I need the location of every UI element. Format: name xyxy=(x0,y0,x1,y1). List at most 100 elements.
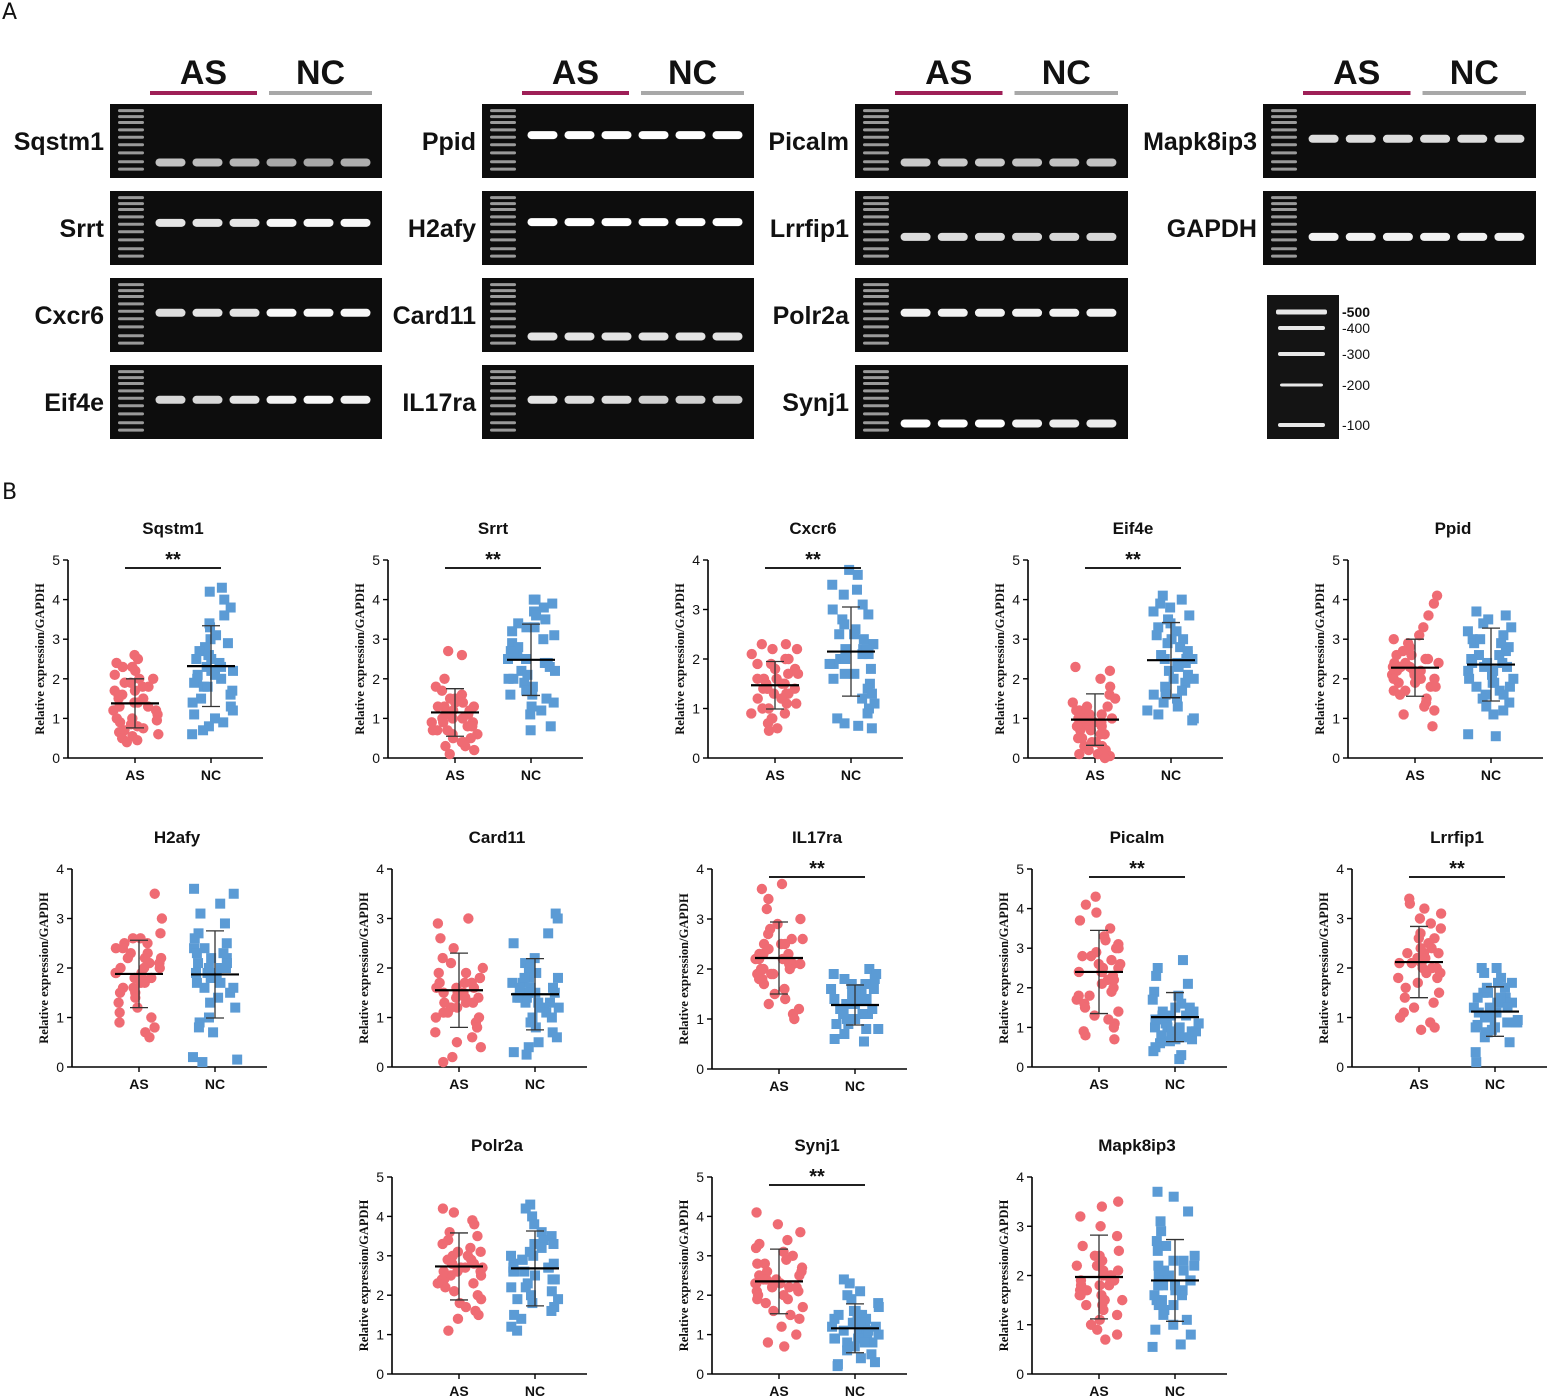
y-tick-label: 3 xyxy=(376,911,384,927)
as-point xyxy=(1408,1002,1420,1013)
gel-band xyxy=(712,218,743,227)
nc-group-label: NC xyxy=(668,54,717,92)
gel-band xyxy=(303,158,334,167)
y-tick-label: 3 xyxy=(696,1248,704,1264)
as-point xyxy=(765,968,777,980)
nc-point xyxy=(1168,1319,1179,1330)
as-point xyxy=(1095,729,1106,740)
nc-point xyxy=(543,928,554,939)
as-point xyxy=(776,878,788,890)
nc-point xyxy=(225,689,236,700)
as-point xyxy=(1428,997,1439,1008)
as-point xyxy=(784,1282,795,1293)
nc-point xyxy=(1159,1265,1170,1276)
nc-point xyxy=(218,717,229,728)
ladder-band xyxy=(863,208,889,211)
nc-point xyxy=(1158,1309,1169,1320)
plot-title: IL17ra xyxy=(792,828,843,847)
y-tick-label: 5 xyxy=(52,552,60,568)
x-tick-label: NC xyxy=(201,767,221,783)
y-tick-label: 0 xyxy=(1016,1059,1024,1075)
nc-point xyxy=(218,948,229,959)
nc-group-bar xyxy=(641,91,744,95)
ladder-band xyxy=(490,309,516,313)
nc-point xyxy=(827,579,838,590)
as-point xyxy=(789,1013,800,1025)
as-point xyxy=(139,952,151,964)
nc-point xyxy=(1189,1260,1200,1271)
as-point xyxy=(1097,1270,1109,1281)
ladder-band xyxy=(118,376,144,380)
ladder-band xyxy=(863,121,889,124)
y-tick-label: 0 xyxy=(376,1059,384,1075)
gel-band xyxy=(1049,419,1080,428)
nc-point xyxy=(855,1286,866,1297)
gel-image xyxy=(110,104,382,178)
y-axis-label: Relative expression/GAPDH xyxy=(677,1199,691,1351)
as-point xyxy=(151,715,163,726)
gene-label: GAPDH xyxy=(1167,215,1257,243)
nc-point xyxy=(1153,709,1164,720)
y-axis-label: Relative expression/GAPDH xyxy=(677,893,691,1045)
nc-point xyxy=(842,1345,853,1356)
x-tick-label: NC xyxy=(1485,1076,1505,1092)
nc-point xyxy=(1477,693,1488,704)
x-tick-label: AS xyxy=(129,1076,148,1092)
as-point xyxy=(1084,990,1095,1001)
plot-title: Eif4e xyxy=(1113,519,1154,538)
nc-point xyxy=(191,654,202,664)
nc-point xyxy=(508,1047,519,1058)
y-tick-label: 1 xyxy=(696,1011,704,1027)
as-point xyxy=(768,688,780,699)
as-point xyxy=(1113,1006,1124,1017)
nc-point xyxy=(519,972,530,983)
as-point xyxy=(791,698,802,709)
nc-point xyxy=(529,622,540,633)
gel-band xyxy=(675,332,706,341)
as-point xyxy=(750,1242,762,1254)
as-point xyxy=(444,748,455,760)
y-tick-label: 4 xyxy=(692,552,700,568)
as-point xyxy=(763,893,774,905)
gel-band xyxy=(675,395,706,404)
nc-point xyxy=(869,1357,880,1368)
nc-point xyxy=(863,1325,874,1336)
as-point xyxy=(746,648,757,660)
nc-point xyxy=(1479,1032,1490,1043)
nc-point xyxy=(864,964,875,974)
nc-point xyxy=(527,1211,538,1222)
nc-point xyxy=(1168,1191,1179,1202)
nc-point xyxy=(531,610,542,621)
nc-point xyxy=(1173,990,1184,1001)
nc-point xyxy=(527,1298,538,1309)
nc-point xyxy=(1156,1030,1167,1041)
ladder-band xyxy=(490,121,516,124)
as-point xyxy=(437,1203,449,1214)
nc-point xyxy=(1493,977,1504,988)
as-point xyxy=(115,962,126,974)
ladder-band xyxy=(118,309,144,313)
as-point xyxy=(1106,713,1118,724)
nc-point xyxy=(189,883,200,894)
as-point xyxy=(781,698,792,709)
marker-band xyxy=(1278,326,1325,330)
nc-point xyxy=(1166,1010,1177,1021)
gel-band xyxy=(638,395,669,404)
ladder-band xyxy=(863,404,889,408)
nc-point xyxy=(211,630,222,641)
y-tick-label: 2 xyxy=(372,671,380,687)
as-point xyxy=(1106,986,1117,997)
as-point xyxy=(130,992,141,1003)
as-point xyxy=(796,1266,807,1277)
as-point xyxy=(767,643,778,655)
nc-point xyxy=(849,668,860,679)
as-point xyxy=(779,1341,790,1352)
y-tick-label: 4 xyxy=(376,1208,384,1224)
nc-point xyxy=(1498,689,1509,700)
y-tick-label: 3 xyxy=(1016,940,1024,956)
nc-point xyxy=(1471,606,1482,617)
as-point xyxy=(791,1282,802,1293)
plot-title: H2afy xyxy=(154,828,201,847)
as-point xyxy=(1076,733,1088,744)
as-point xyxy=(121,736,133,748)
